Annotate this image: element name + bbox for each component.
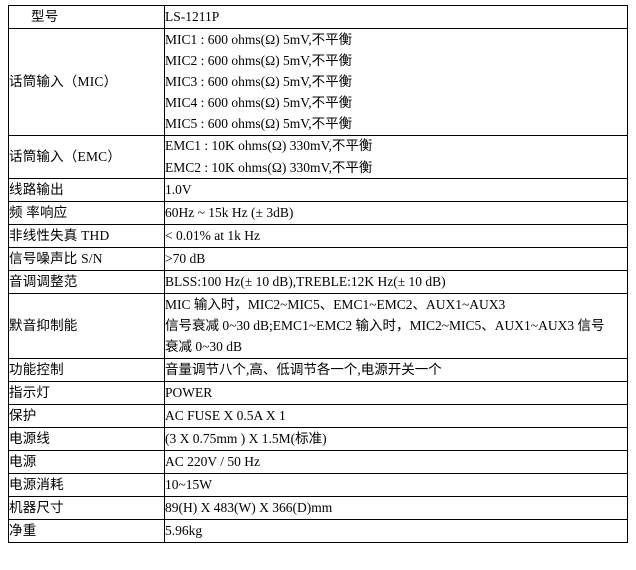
value-line: LS-1211P	[165, 9, 220, 25]
table-row: 型号 LS-1211P	[8, 5, 628, 29]
value-line: POWER	[165, 384, 213, 400]
row-label-cell: 信号噪声比 S/N	[8, 247, 165, 272]
row-label: 电源消耗	[9, 476, 64, 492]
row-label: 电源线	[9, 430, 51, 446]
row-label: 话筒输入（EMC）	[9, 149, 122, 165]
row-value-cell: POWER	[164, 380, 628, 405]
row-label-cell: 非线性失真 THD	[8, 224, 165, 249]
value-line: BLSS:100 Hz(± 10 dB),TREBLE:12K Hz(± 10 …	[165, 274, 446, 290]
value-line: EMC2 : 10K ohms(Ω) 330mV,不平衡	[165, 159, 373, 175]
table-row: 保护 AC FUSE X 0.5A X 1	[8, 403, 628, 428]
row-label-cell: 话筒输入（MIC）	[8, 28, 165, 136]
table-row: 电源线 (3 X 0.75mm ) X 1.5M(标准)	[8, 426, 628, 451]
spec-table-container: 型号 LS-1211P 话筒输入（MIC） MIC1 : 600 ohms(Ω)…	[8, 5, 628, 543]
value-line: MIC4 : 600 ohms(Ω) 5mV,不平衡	[165, 95, 353, 111]
row-label: 保护	[9, 407, 37, 423]
row-label-cell: 默音抑制能	[8, 293, 165, 359]
row-label-cell: 功能控制	[8, 357, 165, 382]
row-value-cell: 60Hz ~ 15k Hz (± 3dB)	[164, 201, 628, 226]
row-label: 机器尺寸	[9, 499, 64, 515]
row-label: 话筒输入（MIC）	[9, 74, 118, 90]
table-row: 非线性失真 THD < 0.01% at 1k Hz	[8, 224, 628, 249]
row-label: 频 率响应	[9, 205, 68, 221]
row-label-cell: 电源线	[8, 426, 165, 451]
value-line: 60Hz ~ 15k Hz (± 3dB)	[165, 205, 294, 221]
table-row: 线路输出 1.0V	[8, 178, 628, 203]
row-label: 默音抑制能	[9, 318, 78, 334]
table-row: 电源 AC 220V / 50 Hz	[8, 449, 628, 474]
row-value-cell: 5.96kg	[164, 518, 628, 543]
row-label: 型号	[31, 9, 59, 25]
row-label: 功能控制	[9, 361, 64, 377]
value-line: 5.96kg	[165, 522, 203, 538]
table-body: 型号 LS-1211P 话筒输入（MIC） MIC1 : 600 ohms(Ω)…	[8, 5, 628, 543]
row-label: 信号噪声比 S/N	[9, 251, 103, 267]
row-value-cell: AC FUSE X 0.5A X 1	[164, 403, 628, 428]
row-value-cell: (3 X 0.75mm ) X 1.5M(标准)	[164, 426, 628, 451]
table-row: 频 率响应 60Hz ~ 15k Hz (± 3dB)	[8, 201, 628, 226]
row-label: 电源	[9, 453, 37, 469]
row-value-cell: BLSS:100 Hz(± 10 dB),TREBLE:12K Hz(± 10 …	[164, 270, 628, 295]
row-value-cell: 音量调节八个,高、低调节各一个,电源开关一个	[164, 357, 628, 382]
row-label: 指示灯	[9, 384, 51, 400]
table-row: 音调调整范 BLSS:100 Hz(± 10 dB),TREBLE:12K Hz…	[8, 270, 628, 295]
value-line: 衰减 0~30 dB	[165, 339, 243, 355]
table-row: 功能控制 音量调节八个,高、低调节各一个,电源开关一个	[8, 357, 628, 382]
row-value-cell: 10~15W	[164, 472, 628, 497]
value-line: EMC1 : 10K ohms(Ω) 330mV,不平衡	[165, 138, 373, 154]
row-value-cell: MIC 输入时，MIC2~MIC5、EMC1~EMC2、AUX1~AUX3 信号…	[164, 293, 628, 359]
row-value-cell: >70 dB	[164, 247, 628, 272]
value-line: MIC5 : 600 ohms(Ω) 5mV,不平衡	[165, 116, 353, 132]
value-line: (3 X 0.75mm ) X 1.5M(标准)	[165, 430, 327, 446]
row-label-cell: 频 率响应	[8, 201, 165, 226]
row-value-cell: < 0.01% at 1k Hz	[164, 224, 628, 249]
value-line: MIC 输入时，MIC2~MIC5、EMC1~EMC2、AUX1~AUX3	[165, 296, 506, 312]
value-line: 89(H) X 483(W) X 366(D)mm	[165, 499, 333, 515]
specification-table: 型号 LS-1211P 话筒输入（MIC） MIC1 : 600 ohms(Ω)…	[8, 5, 628, 543]
row-value-cell: MIC1 : 600 ohms(Ω) 5mV,不平衡 MIC2 : 600 oh…	[164, 28, 628, 136]
row-value-cell: AC 220V / 50 Hz	[164, 449, 628, 474]
table-row: 指示灯 POWER	[8, 380, 628, 405]
row-label-cell: 电源	[8, 449, 165, 474]
value-line: AC 220V / 50 Hz	[165, 453, 261, 469]
row-label-cell: 音调调整范	[8, 270, 165, 295]
row-value-cell: LS-1211P	[164, 5, 628, 29]
table-row: 话筒输入（EMC） EMC1 : 10K ohms(Ω) 330mV,不平衡 E…	[8, 134, 628, 180]
row-value-cell: EMC1 : 10K ohms(Ω) 330mV,不平衡 EMC2 : 10K …	[164, 134, 628, 180]
row-value-cell: 89(H) X 483(W) X 366(D)mm	[164, 495, 628, 520]
row-label-cell: 指示灯	[8, 380, 165, 405]
value-line: 信号衰减 0~30 dB;EMC1~EMC2 输入时，MIC2~MIC5、AUX…	[165, 317, 605, 333]
value-line: AC FUSE X 0.5A X 1	[165, 407, 286, 423]
row-label-cell: 话筒输入（EMC）	[8, 134, 165, 180]
row-label-cell: 保护	[8, 403, 165, 428]
table-row: 机器尺寸 89(H) X 483(W) X 366(D)mm	[8, 495, 628, 520]
value-line: >70 dB	[165, 251, 206, 267]
value-line: MIC1 : 600 ohms(Ω) 5mV,不平衡	[165, 31, 353, 47]
value-line: < 0.01% at 1k Hz	[165, 228, 260, 244]
table-row: 电源消耗 10~15W	[8, 472, 628, 497]
table-row: 净重 5.96kg	[8, 518, 628, 543]
row-label-cell: 净重	[8, 518, 165, 543]
table-row: 信号噪声比 S/N >70 dB	[8, 247, 628, 272]
value-line: MIC2 : 600 ohms(Ω) 5mV,不平衡	[165, 52, 353, 68]
row-label: 线路输出	[9, 182, 64, 198]
row-label: 净重	[9, 522, 37, 538]
value-line: 1.0V	[165, 182, 192, 198]
row-label-cell: 电源消耗	[8, 472, 165, 497]
row-value-cell: 1.0V	[164, 178, 628, 203]
table-row: 默音抑制能 MIC 输入时，MIC2~MIC5、EMC1~EMC2、AUX1~A…	[8, 293, 628, 359]
value-line: 音量调节八个,高、低调节各一个,电源开关一个	[165, 361, 442, 377]
row-label-cell: 型号	[8, 5, 165, 29]
row-label: 音调调整范	[9, 274, 78, 290]
table-row: 话筒输入（MIC） MIC1 : 600 ohms(Ω) 5mV,不平衡 MIC…	[8, 28, 628, 136]
row-label-cell: 机器尺寸	[8, 495, 165, 520]
value-line: MIC3 : 600 ohms(Ω) 5mV,不平衡	[165, 73, 353, 89]
value-line: 10~15W	[165, 476, 213, 492]
row-label: 非线性失真 THD	[9, 228, 110, 244]
row-label-cell: 线路输出	[8, 178, 165, 203]
